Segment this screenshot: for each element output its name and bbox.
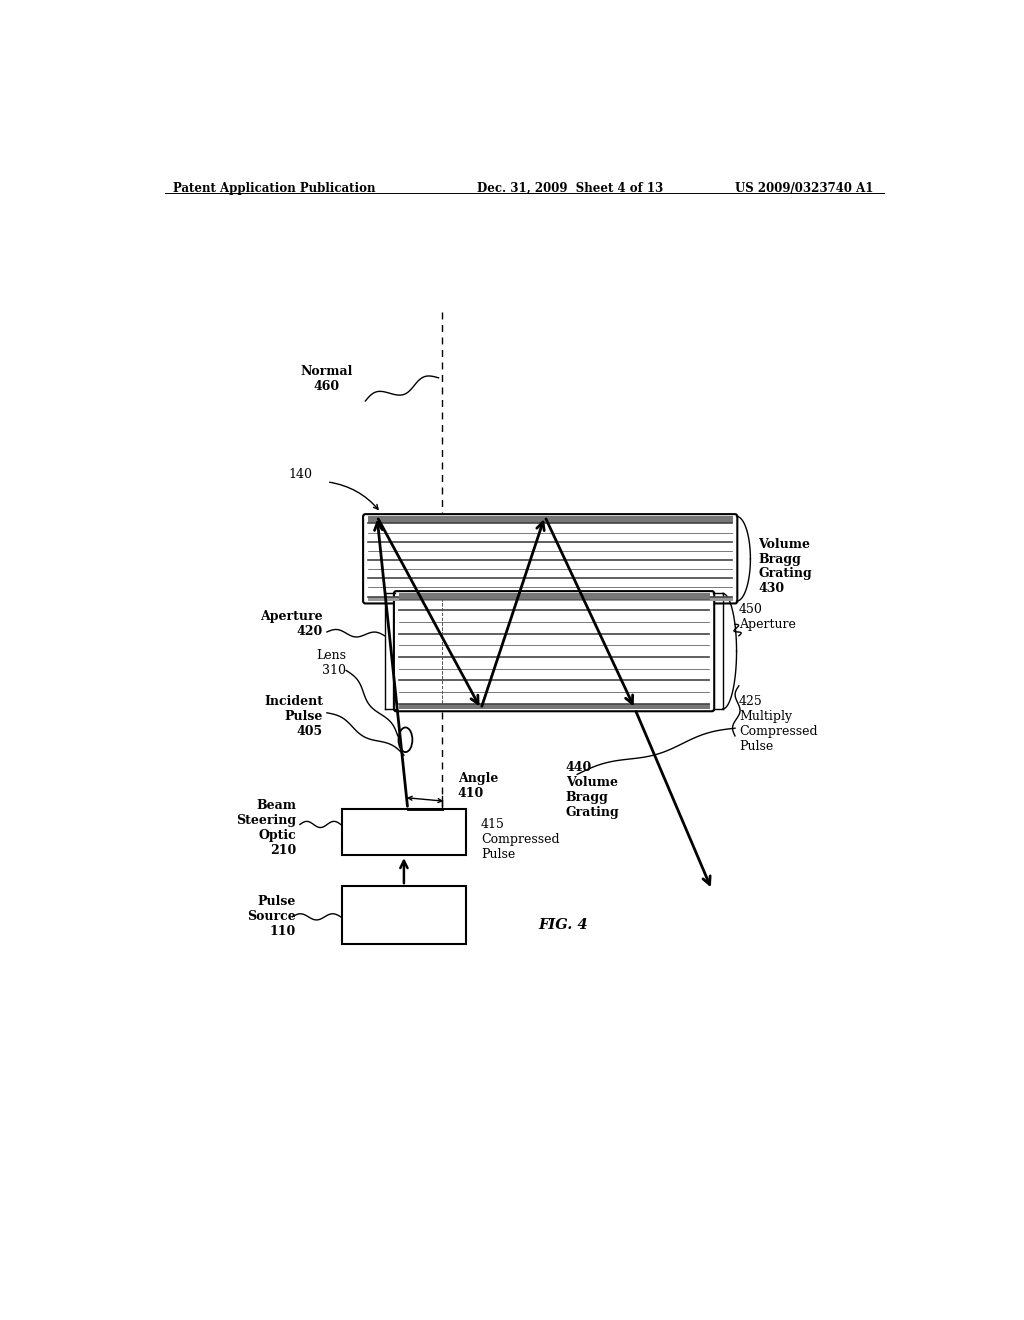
Bar bbox=[342, 809, 466, 855]
Text: 140: 140 bbox=[289, 467, 312, 480]
Text: 415
Compressed
Pulse: 415 Compressed Pulse bbox=[481, 818, 559, 862]
Ellipse shape bbox=[398, 727, 413, 752]
Text: Incident
Pulse
405: Incident Pulse 405 bbox=[264, 696, 323, 738]
Text: Beam
Steering
Optic
210: Beam Steering Optic 210 bbox=[236, 800, 296, 857]
Text: Dec. 31, 2009  Sheet 4 of 13: Dec. 31, 2009 Sheet 4 of 13 bbox=[477, 182, 664, 194]
Text: Volume
Bragg
Grating
430: Volume Bragg Grating 430 bbox=[758, 537, 812, 595]
FancyBboxPatch shape bbox=[394, 591, 714, 711]
Text: US 2009/0323740 A1: US 2009/0323740 A1 bbox=[735, 182, 873, 194]
Text: Aperture
420: Aperture 420 bbox=[260, 610, 323, 639]
Bar bbox=[342, 886, 466, 944]
Text: Pulse
Source
110: Pulse Source 110 bbox=[248, 895, 296, 939]
Text: Angle
410: Angle 410 bbox=[458, 772, 499, 800]
Text: Normal
460: Normal 460 bbox=[301, 366, 353, 393]
Bar bbox=[398, 704, 710, 709]
Text: Patent Application Publication: Patent Application Publication bbox=[173, 182, 376, 194]
Text: 425
Multiply
Compressed
Pulse: 425 Multiply Compressed Pulse bbox=[739, 696, 817, 754]
Bar bbox=[368, 597, 733, 601]
Text: 450
Aperture: 450 Aperture bbox=[739, 602, 796, 631]
Bar bbox=[368, 516, 733, 524]
FancyBboxPatch shape bbox=[364, 515, 737, 603]
Text: Lens
310: Lens 310 bbox=[316, 648, 346, 677]
Text: FIG. 4: FIG. 4 bbox=[539, 917, 588, 932]
Bar bbox=[398, 594, 710, 599]
Text: 440
Volume
Bragg
Grating: 440 Volume Bragg Grating bbox=[565, 760, 620, 818]
